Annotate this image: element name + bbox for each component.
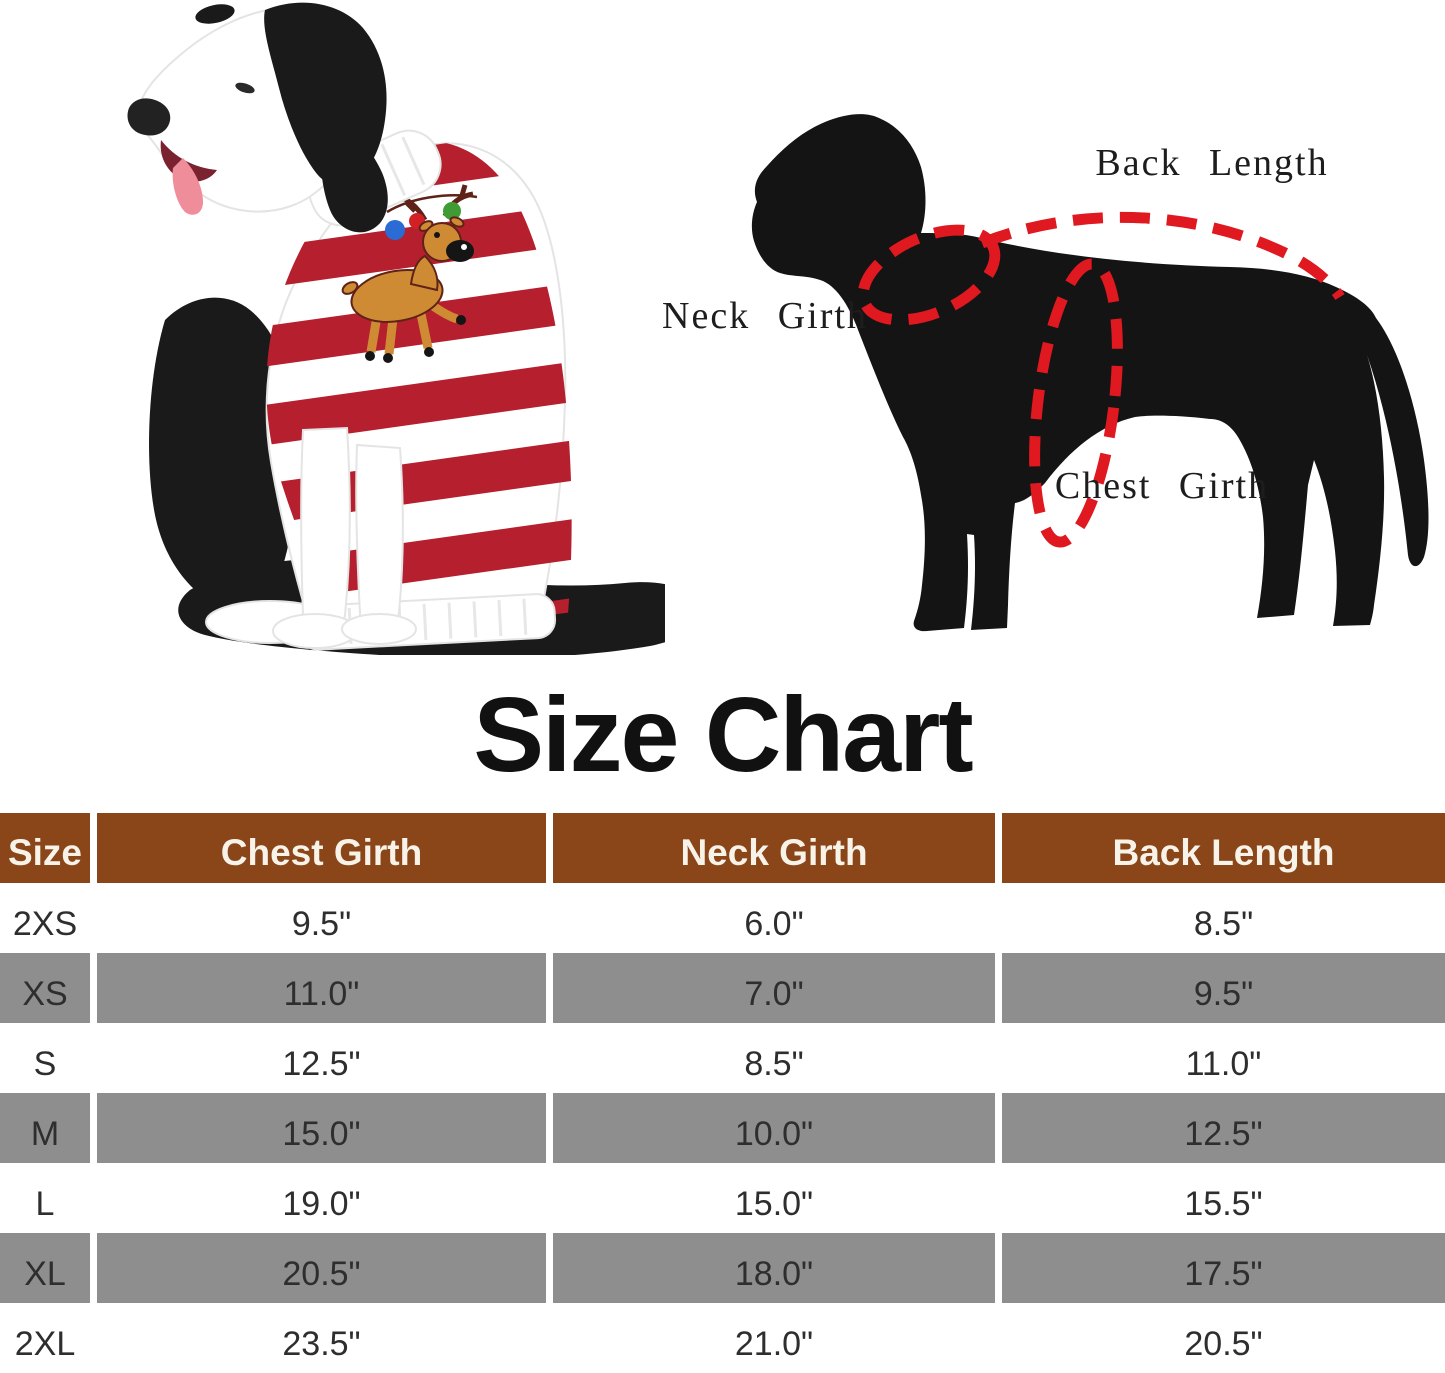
column-header-neck-girth: Neck Girth (553, 813, 995, 883)
reindeer-eye (434, 232, 440, 238)
table-cell: 11.0" (97, 953, 546, 1023)
dog-eye (235, 82, 255, 94)
reindeer-nose (446, 240, 474, 262)
dog-head-spot (195, 4, 235, 24)
table-cell: 10.0" (553, 1093, 995, 1163)
table-cell: 7.0" (553, 953, 995, 1023)
column-header-chest-girth: Chest Girth (97, 813, 546, 883)
table-header-row: Size Chest Girth Neck Girth Back Length (0, 813, 1445, 883)
hoof (456, 315, 466, 325)
product-photo (95, 0, 702, 660)
table-cell: 19.0" (97, 1163, 546, 1233)
table-cell: XS (0, 953, 90, 1023)
table-cell: 15.0" (97, 1093, 546, 1163)
nose-highlight (461, 244, 467, 250)
reindeer-tail (341, 281, 359, 295)
neck-girth-label: Neck Girth (662, 295, 868, 337)
table-cell: 12.5" (97, 1023, 546, 1093)
table-row: S 12.5" 8.5" 11.0" (0, 1023, 1445, 1093)
table-cell: 21.0" (553, 1303, 995, 1373)
column-header-back-length: Back Length (1002, 813, 1445, 883)
page-title: Size Chart (473, 676, 973, 794)
dog-front-paw (341, 613, 417, 645)
dog-silhouette (751, 114, 1429, 632)
dog-silhouette-diagram: Back Length Neck Girth Chest Girth (662, 114, 1429, 632)
table-cell: 2XS (0, 883, 90, 953)
table-cell: 11.0" (1002, 1023, 1445, 1093)
dog-neck-fur (320, 120, 388, 233)
reindeer-emblem (341, 184, 478, 363)
table-cell: 23.5" (97, 1303, 546, 1373)
table-cell: 17.5" (1002, 1233, 1445, 1303)
table-row: L 19.0" 15.0" 15.5" (0, 1163, 1445, 1233)
dog-in-sweater-photo (127, 2, 702, 659)
chest-girth-label: Chest Girth (1055, 465, 1269, 507)
table-cell: 20.5" (1002, 1303, 1445, 1373)
back-length-dashed-line (980, 211, 1345, 301)
dog-nose (127, 98, 171, 136)
table-cell: 6.0" (553, 883, 995, 953)
dog-tongue (172, 158, 203, 215)
table-cell: 18.0" (553, 1233, 995, 1303)
table-cell: 20.5" (97, 1233, 546, 1303)
table-row: XS 11.0" 7.0" 9.5" (0, 953, 1445, 1023)
table-cell: 8.5" (553, 1023, 995, 1093)
table-cell: XL (0, 1233, 90, 1303)
table-row: XL 20.5" 18.0" 17.5" (0, 1233, 1445, 1303)
blue-light-bulb (385, 220, 405, 240)
reindeer-neck (409, 254, 439, 292)
table-cell: 15.0" (553, 1163, 995, 1233)
hoof (365, 351, 375, 361)
dog-hind-fur (149, 297, 298, 610)
reindeer-legs (366, 302, 459, 355)
table-cell: 12.5" (1002, 1093, 1445, 1163)
measurement-diagram: Back Length Neck Girth Chest Girth (630, 85, 1445, 650)
green-light-bulb (443, 202, 461, 220)
size-table-rows: 2XS 9.5" 6.0" 8.5" XS 11.0" 7.0" 9.5" S 12.5" 8.5"… (0, 883, 1445, 1373)
chest-girth-dashed-line (1029, 258, 1123, 548)
table-row: 2XL 23.5" 21.0" 20.5" (0, 1303, 1445, 1373)
neck-girth-dashed-line (857, 224, 1001, 326)
table-cell: S (0, 1023, 90, 1093)
table-cell: 15.5" (1002, 1163, 1445, 1233)
table-row: 2XS 9.5" 6.0" 8.5" (0, 883, 1445, 953)
table-cell: L (0, 1163, 90, 1233)
table-cell: 8.5" (1002, 883, 1445, 953)
column-header-size: Size (0, 813, 90, 883)
hoof (424, 347, 434, 357)
light-string (386, 194, 478, 214)
size-table: Size Chest Girth Neck Girth Back Length … (0, 813, 1445, 1373)
reindeer-ear (449, 216, 465, 228)
back-length-label: Back Length (1095, 142, 1328, 184)
table-cell: M (0, 1093, 90, 1163)
hoof (383, 353, 393, 363)
dog-head (127, 2, 388, 233)
dog-front-legs (272, 426, 417, 649)
table-row: M 15.0" 10.0" 12.5" (0, 1093, 1445, 1163)
table-cell: 9.5" (1002, 953, 1445, 1023)
table-cell: 2XL (0, 1303, 90, 1373)
table-cell: 9.5" (97, 883, 546, 953)
